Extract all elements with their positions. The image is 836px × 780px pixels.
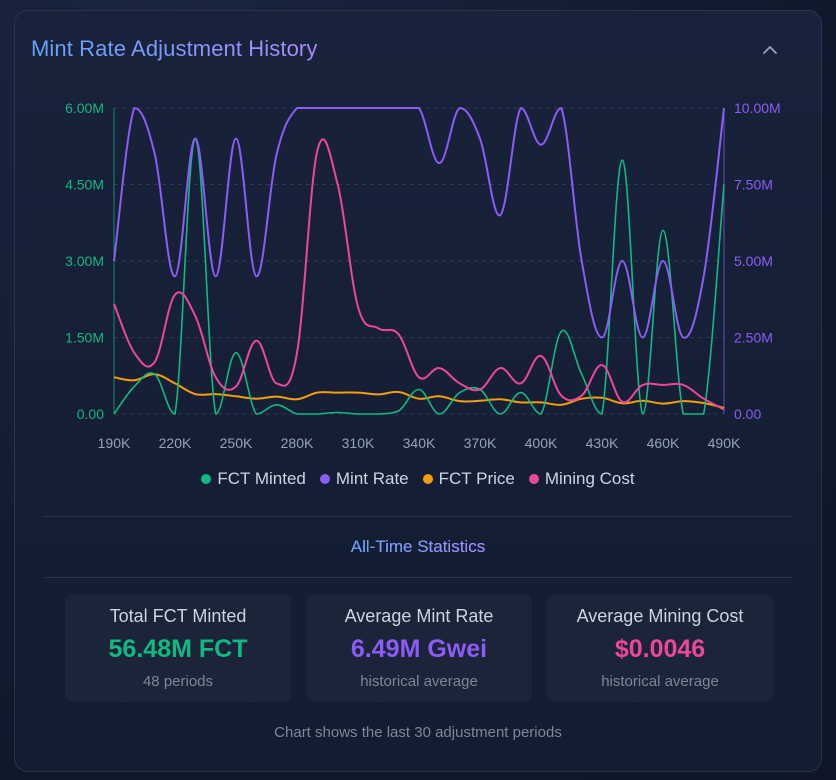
legend-label-mining-cost: Mining Cost (544, 469, 635, 488)
y-right-tick-label: 7.50M (734, 177, 773, 193)
legend-item-fct-minted[interactable]: FCT Minted (201, 469, 306, 489)
x-tick-label: 400K (525, 435, 558, 451)
legend-item-mining-cost[interactable]: Mining Cost (528, 469, 635, 489)
chevron-up-icon[interactable] (760, 40, 780, 60)
legend-dot-fct-minted (201, 474, 212, 484)
stat-sub: 48 periods (142, 673, 214, 690)
x-tick-label: 250K (220, 435, 253, 451)
section-title: All-Time Statistics (0, 537, 836, 557)
x-tick-label: 340K (403, 435, 436, 451)
section-title-text: All-Time Statistics (350, 537, 486, 556)
legend-dot-mining-cost (528, 474, 539, 484)
y-right-tick-label: 0.00 (734, 406, 761, 422)
y-left-tick-label: 3.00M (65, 253, 104, 269)
x-tick-label: 430K (586, 435, 619, 451)
legend-dot-fct-price (422, 474, 433, 484)
legend-dot-mint-rate (319, 474, 330, 484)
series-line-mining-cost (113, 138, 725, 411)
x-tick-label: 370K (464, 435, 497, 451)
stat-card-total-minted: Total FCT Minted 56.48M FCT 48 periods (65, 594, 291, 702)
series-line-fct-price (113, 373, 725, 409)
stat-sub: historical average (601, 673, 719, 690)
stat-label: Average Mint Rate (344, 606, 494, 626)
y-left-tick-label: 6.00M (65, 100, 104, 116)
y-left-tick-label: 4.50M (65, 177, 104, 193)
chart-legend: FCT Minted Mint Rate FCT Price Mining Co… (0, 469, 836, 489)
chart: 0.00 1.50M 3.00M 4.50M 6.00M 0.00 2.50M 5.00M 7.… (65, 100, 781, 451)
legend-item-mint-rate[interactable]: Mint Rate (319, 469, 409, 489)
legend-label-mint-rate: Mint Rate (335, 469, 409, 488)
x-tick-label: 220K (159, 435, 192, 451)
legend-item-fct-price[interactable]: FCT Price (422, 469, 515, 489)
stat-label: Average Mining Cost (576, 606, 744, 626)
chart-footnote: Chart shows the last 30 adjustment perio… (274, 724, 562, 741)
x-tick-label: 280K (281, 435, 314, 451)
card-title: Mint Rate Adjustment History (31, 36, 318, 61)
divider-bottom (44, 577, 792, 578)
legend-label-fct-minted: FCT Minted (217, 469, 306, 488)
series-line-mint-rate (113, 106, 725, 339)
legend-label-fct-price: FCT Price (438, 469, 515, 488)
stat-value: $0.0046 (614, 635, 706, 663)
x-tick-label: 490K (708, 435, 741, 451)
stat-label: Total FCT Minted (109, 606, 247, 626)
x-tick-label: 310K (342, 435, 375, 451)
y-left-tick-label: 0.00 (77, 406, 104, 422)
y-right-tick-label: 5.00M (734, 253, 773, 269)
stat-sub: historical average (360, 673, 478, 690)
stat-card-avg-mint-rate: Average Mint Rate 6.49M Gwei historical … (306, 594, 532, 702)
stat-value: 56.48M FCT (108, 635, 248, 663)
x-tick-label: 190K (98, 435, 131, 451)
divider-top (44, 516, 792, 517)
series-line-fct-minted (113, 137, 725, 415)
y-right-tick-label: 10.00M (734, 100, 781, 116)
y-right-tick-label: 2.50M (734, 330, 773, 346)
x-tick-label: 460K (647, 435, 680, 451)
stat-card-avg-mining-cost: Average Mining Cost $0.0046 historical a… (547, 594, 773, 702)
y-left-tick-label: 1.50M (65, 330, 104, 346)
stat-value: 6.49M Gwei (350, 635, 488, 663)
